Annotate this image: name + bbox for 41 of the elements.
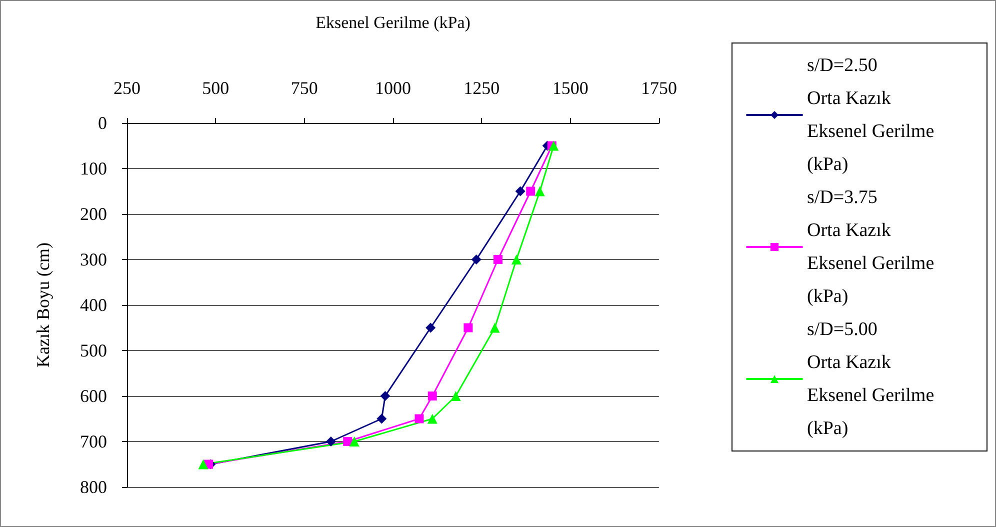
legend-label: s/D=5.00 Orta Kazık Eksenel Gerilme (kPa) [807,319,939,439]
x-tick-label: 1500 [552,78,588,98]
x-tick-label: 1250 [464,78,500,98]
y-tick-label: 300 [80,250,107,270]
x-tick-label: 1750 [641,78,677,98]
point [326,436,336,446]
point [450,391,461,401]
point [427,414,438,424]
point [349,436,360,446]
x-axis-title: Eksenel Gerilme (kPa) [316,13,470,32]
point [490,322,500,333]
point [534,186,545,196]
point [515,186,526,196]
point [428,392,437,400]
x-tick-label: 750 [290,78,318,98]
y-tick-label: 800 [80,477,107,497]
y-axis-title: Kazık Boyu (cm) [33,242,53,368]
point [426,322,436,333]
y-tick-label: 400 [80,295,107,315]
point [198,459,208,470]
y-tick-label: 0 [98,113,107,133]
point [526,186,536,196]
legend-label: s/D=2.50 Orta Kazık Eksenel Gerilme (kPa) [807,55,939,175]
point [511,254,522,264]
x-tick-label: 250 [114,78,140,98]
point [376,414,387,424]
y-tick-label: 100 [80,158,107,178]
y-tick-label: 500 [80,340,107,360]
point [493,255,502,264]
point [464,323,473,332]
x-tick-label: 1000 [375,78,411,98]
point [471,254,482,264]
legend-label: s/D=3.75 Orta Kazık Eksenel Gerilme (kPa) [807,187,939,307]
y-tick-label: 600 [80,386,107,406]
y-tick-label: 700 [80,432,107,452]
x-tick-label: 500 [202,78,230,98]
point [343,437,352,446]
point [380,391,390,401]
point [548,140,559,151]
y-tick-label: 200 [80,204,107,224]
point [414,414,424,424]
